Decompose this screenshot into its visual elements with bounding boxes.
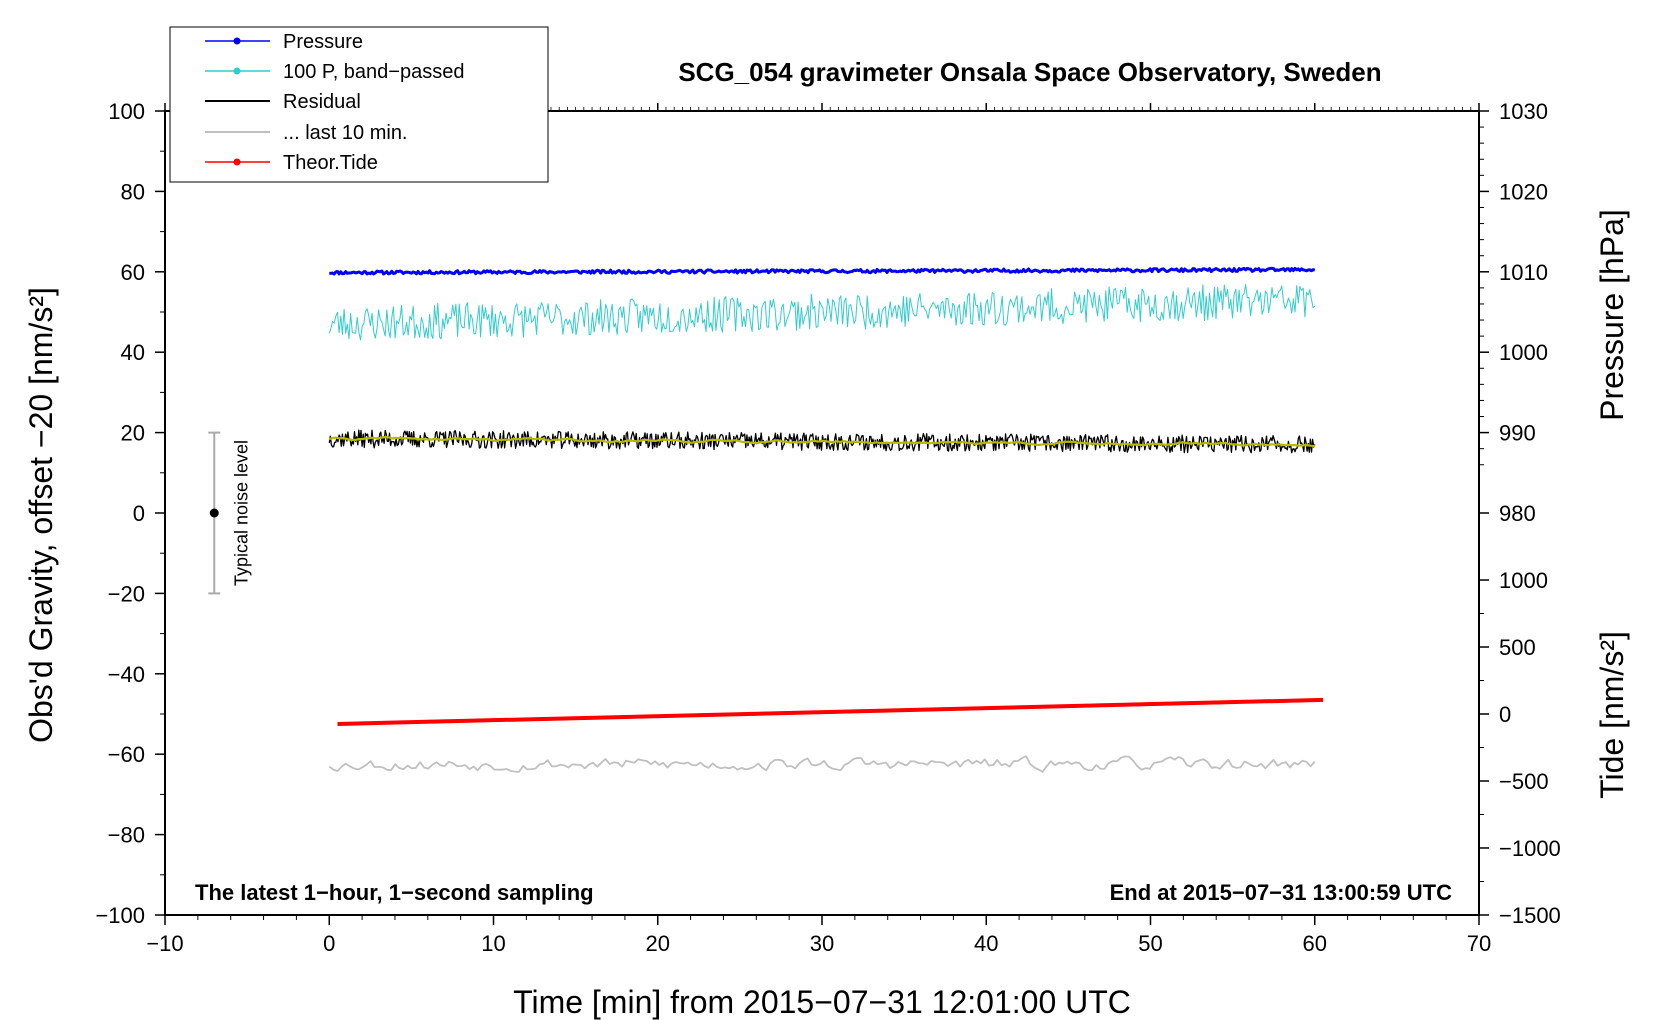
legend-label-tide: Theor.Tide	[283, 152, 378, 174]
legend-label-last10: ... last 10 min.	[283, 122, 408, 144]
pressure-tick-label: 1020	[1499, 179, 1548, 204]
tide-tick-label: −1000	[1499, 836, 1561, 861]
series-100-p-band-passed	[328, 284, 1316, 341]
series-residual	[328, 429, 1316, 454]
noise-bar: Typical noise level	[208, 431, 251, 595]
legend-label-pressure: Pressure	[283, 31, 363, 53]
noise-bar-center-dot	[209, 508, 219, 518]
series-theor-tide	[337, 697, 1324, 726]
pressure-tick-label: 1030	[1499, 99, 1548, 124]
chart-title: SCG_054 gravimeter Onsala Space Observat…	[678, 57, 1381, 87]
y-axis-title-tide: Tide [nm/s²]	[1594, 631, 1630, 799]
x-tick-label: −10	[146, 931, 183, 956]
legend-box	[169, 26, 549, 183]
x-tick-label: 40	[974, 931, 998, 956]
x-tick-label: 70	[1467, 931, 1491, 956]
legend-label-residual: Residual	[283, 91, 361, 113]
tide-tick-label: 1000	[1499, 568, 1548, 593]
y-tick-label-left: −20	[108, 581, 145, 606]
x-tick-label: 20	[646, 931, 670, 956]
x-tick-label: 60	[1303, 931, 1327, 956]
axes-layer: −10 0 10 20 30 40 50 60 70100806040200−20−40−60−…	[95, 99, 1560, 956]
legend-marker-tide	[233, 158, 241, 166]
noise-bar-label: Typical noise level	[231, 440, 251, 586]
pressure-tick-label: 990	[1499, 421, 1536, 446]
legend-label-bandpassed: 100 P, band−passed	[283, 61, 464, 83]
y-tick-label-left: −100	[95, 903, 145, 928]
tide-tick-label: −1500	[1499, 903, 1561, 928]
y-axis-title-left: Obs'd Gravity, offset −20 [nm/s²]	[23, 287, 59, 743]
annotation-sampling: The latest 1−hour, 1−second sampling	[195, 880, 594, 905]
series-residual-smoothed	[328, 436, 1315, 448]
x-tick-label: 50	[1138, 931, 1162, 956]
legend-marker-pressure	[233, 37, 241, 45]
series-last-10-min	[328, 755, 1316, 773]
y-tick-label-left: 20	[121, 421, 145, 446]
pressure-tick-label: 1010	[1499, 260, 1548, 285]
tide-tick-label: 500	[1499, 635, 1536, 660]
tide-tick-label: 0	[1499, 702, 1511, 727]
y-axis-title-pressure: Pressure [hPa]	[1594, 209, 1630, 421]
legend-marker-bandpassed	[233, 67, 241, 75]
series-pressure	[329, 266, 1316, 276]
y-tick-label-left: 100	[108, 99, 145, 124]
pressure-tick-label: 980	[1499, 501, 1536, 526]
y-tick-label-left: −40	[108, 662, 145, 687]
x-tick-label: 10	[481, 931, 505, 956]
tide-tick-label: −500	[1499, 769, 1549, 794]
y-tick-label-left: 80	[121, 179, 145, 204]
y-tick-label-left: 60	[121, 260, 145, 285]
y-tick-label-left: 0	[133, 501, 145, 526]
annotation-end-time: End at 2015−07−31 13:00:59 UTC	[1110, 880, 1453, 905]
legend: Pressure 100 P, band−passed Residual ...…	[169, 26, 549, 183]
x-tick-label: 30	[810, 931, 834, 956]
y-tick-label-left: −80	[108, 823, 145, 848]
plot-frame	[164, 110, 1480, 916]
y-tick-label-left: 40	[121, 340, 145, 365]
pressure-tick-label: 1000	[1499, 340, 1548, 365]
x-tick-label: 0	[323, 931, 335, 956]
series-layer	[328, 266, 1324, 773]
y-tick-label-left: −60	[108, 742, 145, 767]
x-axis-title: Time [min] from 2015−07−31 12:01:00 UTC	[513, 984, 1131, 1020]
